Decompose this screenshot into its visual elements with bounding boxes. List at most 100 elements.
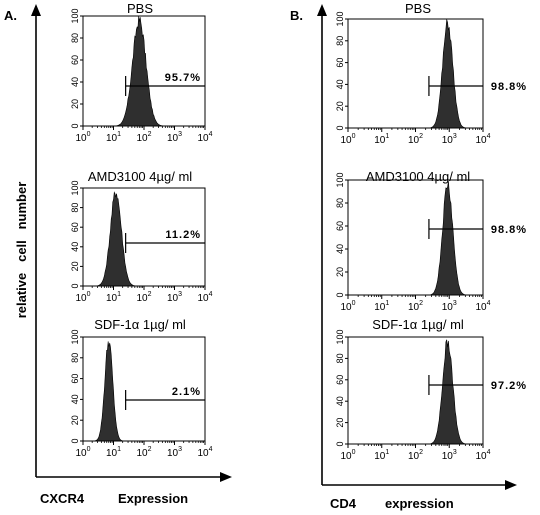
panel-a-big-axis: [35, 14, 225, 478]
y-tick-label: 60: [335, 375, 345, 385]
x-tick-label: 101: [374, 300, 389, 313]
x-tick-label: 102: [136, 131, 151, 144]
y-tick-label: 100: [70, 8, 80, 23]
histogram-fill: [348, 339, 483, 445]
histogram-fill: [348, 19, 483, 129]
x-tick-label: 103: [442, 133, 457, 146]
x-tick-label: 104: [197, 446, 212, 459]
panel-a-letter: A.: [4, 8, 17, 23]
x-tick-label: 102: [408, 449, 423, 462]
panel-b-x-label-marker: CD4: [330, 496, 357, 511]
panel-b-x-label-text: expression: [385, 496, 454, 511]
histogram-title: PBS: [127, 1, 153, 16]
gate-percentage: 95.7%: [165, 72, 201, 84]
histogram-6: SDF-1α 1µg/ ml 0 20 40 60 80 100 100 101 102 103 10…: [335, 317, 527, 462]
histogram-frame: [347, 336, 484, 445]
x-tick-label: 104: [475, 133, 490, 146]
y-tick-label: 80: [335, 198, 345, 208]
y-tick-label: 20: [335, 418, 345, 428]
y-tick-label: 20: [70, 261, 80, 271]
x-tick-label: 101: [374, 133, 389, 146]
x-tick-label: 104: [197, 131, 212, 144]
y-tick-label: 40: [70, 394, 80, 404]
y-tick-label: 20: [70, 415, 80, 425]
gate-percentage: 2.1%: [172, 386, 201, 398]
panel-a-y-label: relative cell number: [14, 182, 29, 319]
x-tick-label: 104: [475, 300, 490, 313]
y-tick-label: 100: [335, 172, 345, 187]
x-tick-label: 101: [106, 131, 121, 144]
x-tick-label: 102: [136, 291, 151, 304]
x-tick-label: 102: [136, 446, 151, 459]
gate-percentage: 98.8%: [491, 224, 527, 236]
y-tick-label: 20: [335, 101, 345, 111]
y-tick-label: 100: [335, 11, 345, 26]
y-tick-label: 40: [335, 396, 345, 406]
x-tick-label: 100: [75, 131, 90, 144]
y-tick-label: 0: [70, 438, 80, 443]
panel-b-y-arrow: [317, 4, 327, 16]
y-tick-label: 40: [70, 77, 80, 87]
y-tick-label: 0: [70, 123, 80, 128]
panel-b-big-axis: [321, 14, 510, 486]
gate-percentage: 98.8%: [491, 81, 527, 93]
y-tick-label: 80: [70, 203, 80, 213]
y-tick-label: 80: [335, 36, 345, 46]
y-tick-label: 40: [70, 242, 80, 252]
y-tick-label: 0: [335, 125, 345, 130]
histogram-title: AMD3100 4µg/ ml: [88, 169, 192, 184]
y-tick-label: 0: [335, 441, 345, 446]
gate-percentage: 11.2%: [165, 229, 201, 241]
histogram-1: PBS 0 20 40 60 80 100 100 101 102 103 104 95.7%: [70, 1, 213, 144]
y-tick-label: 100: [70, 329, 80, 344]
y-tick-label: 40: [335, 244, 345, 254]
y-tick-label: 60: [70, 222, 80, 232]
x-tick-label: 102: [408, 133, 423, 146]
y-tick-label: 60: [70, 374, 80, 384]
x-tick-label: 103: [442, 300, 457, 313]
x-tick-label: 102: [408, 300, 423, 313]
histogram-2: AMD3100 4µg/ ml 0 20 40 60 80 100 100 101 102 103 1…: [70, 169, 213, 304]
x-tick-label: 104: [197, 291, 212, 304]
y-tick-label: 0: [70, 283, 80, 288]
histogram-4: PBS 0 20 40 60 80 100 100 101 102 103 104 98.8%: [335, 1, 527, 146]
panel-a-y-arrow: [31, 4, 41, 16]
y-tick-label: 0: [335, 292, 345, 297]
y-tick-label: 40: [335, 79, 345, 89]
y-tick-label: 100: [335, 329, 345, 344]
y-tick-label: 20: [335, 267, 345, 277]
x-tick-label: 100: [340, 449, 355, 462]
histogram-frame: [347, 179, 484, 296]
y-tick-label: 80: [70, 33, 80, 43]
x-tick-label: 100: [340, 133, 355, 146]
histogram-frame: [347, 18, 484, 129]
histogram-panels: PBS 0 20 40 60 80 100 100 101 102 103 104 95.7% AMD31…: [70, 1, 527, 462]
histogram-fill: [83, 15, 205, 127]
histogram-fill: [348, 181, 483, 296]
x-tick-label: 104: [475, 449, 490, 462]
panel-b-letter: B.: [290, 8, 303, 23]
gate-percentage: 97.2%: [491, 380, 527, 392]
x-tick-label: 100: [75, 446, 90, 459]
histogram-title: PBS: [405, 1, 431, 16]
y-tick-label: 60: [335, 221, 345, 231]
x-tick-label: 100: [75, 291, 90, 304]
panel-b-x-arrow: [505, 480, 517, 490]
histogram-title: SDF-1α 1µg/ ml: [94, 317, 186, 332]
x-tick-label: 101: [374, 449, 389, 462]
y-tick-label: 60: [335, 58, 345, 68]
x-tick-label: 103: [442, 449, 457, 462]
x-tick-label: 103: [167, 446, 182, 459]
histogram-3: SDF-1α 1µg/ ml 0 20 40 60 80 100 100 101 102 103 10…: [70, 317, 213, 459]
panel-a-x-label-marker: CXCR4: [40, 491, 85, 506]
x-tick-label: 103: [167, 291, 182, 304]
histogram-title: SDF-1α 1µg/ ml: [372, 317, 464, 332]
y-tick-label: 60: [70, 55, 80, 65]
x-tick-label: 100: [340, 300, 355, 313]
x-tick-label: 101: [106, 446, 121, 459]
histogram-5: AMD3100 4µg/ ml 0 20 40 60 80 100 100 101 102 103 1…: [335, 169, 527, 313]
panel-a-x-label-text: Expression: [118, 491, 188, 506]
y-tick-label: 100: [70, 180, 80, 195]
y-tick-label: 20: [70, 99, 80, 109]
